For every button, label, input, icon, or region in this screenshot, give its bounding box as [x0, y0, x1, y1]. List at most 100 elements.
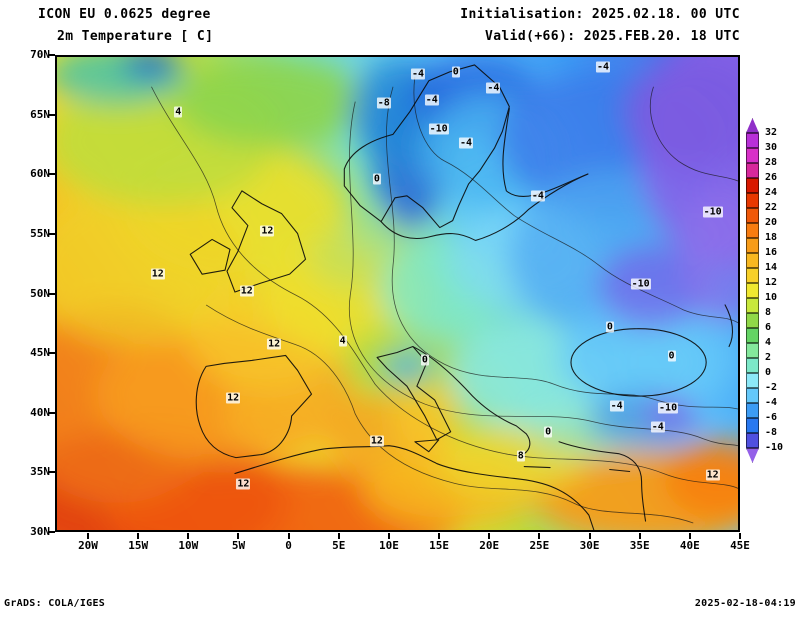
lon-label: 40E: [679, 539, 700, 552]
lat-tick: [48, 471, 55, 474]
colorbar-segment: [746, 328, 759, 343]
lat-label: 70N: [30, 48, 50, 61]
lon-label: 10W: [178, 539, 199, 552]
lon-tick: [87, 533, 89, 539]
lat-tick: [48, 292, 55, 295]
lon-tick: [137, 533, 140, 539]
lon-tick: [387, 533, 390, 539]
colorbar-label: 18: [765, 232, 778, 243]
colorbar-segment: [746, 253, 759, 268]
lon-tick: [488, 533, 491, 539]
creation-timestamp: 2025-02-18-04:19: [694, 598, 796, 609]
lon-tick: [187, 533, 190, 539]
colorbar-segment: [746, 178, 759, 193]
colorbar-label: -2: [765, 382, 778, 393]
colorbar-label: 6: [765, 322, 772, 333]
lon-tick: [688, 533, 691, 539]
lat-label: 65N: [30, 107, 50, 121]
colorbar-segment: [746, 448, 759, 463]
colorbar-segment: [746, 283, 759, 298]
lon-label: 35E: [629, 539, 650, 552]
colorbar-label: 26: [765, 172, 778, 183]
lon-tick: [287, 533, 290, 539]
colorbar-segment: [746, 133, 759, 148]
lon-label: 15W: [128, 539, 149, 552]
lat-tick: [48, 113, 55, 116]
lat-tick: [48, 173, 55, 176]
map-area: [55, 55, 740, 532]
colorbar-segment: [746, 418, 759, 433]
lat-label: 35N: [30, 465, 50, 479]
lat-tick: [48, 352, 55, 355]
lat-tick: [48, 232, 55, 235]
colorbar-label: -6: [765, 412, 778, 423]
lat-label: 50N: [30, 286, 50, 300]
lon-label: 20E: [479, 539, 500, 552]
lat-label: 55N: [30, 226, 50, 240]
colorbar-label: 14: [765, 262, 778, 273]
temperature-field: [57, 57, 738, 530]
lon-tick: [237, 533, 240, 539]
lon-label: 15E: [429, 539, 449, 552]
lon-label: 25E: [529, 539, 550, 552]
colorbar-segment: [746, 433, 759, 448]
lon-tick: [337, 533, 340, 539]
lon-tick: [588, 533, 591, 539]
model-title: ICON EU 0.0625 degree: [38, 7, 211, 22]
colorbar-segment: [746, 268, 759, 283]
colorbar-label: -4: [765, 397, 778, 408]
colorbar-segment: [746, 298, 759, 313]
lon-label: 0: [285, 539, 292, 552]
colorbar-segment: [746, 403, 759, 418]
lon-tick: [438, 533, 441, 539]
lon-tick: [538, 533, 541, 539]
colorbar-label: 4: [765, 337, 772, 348]
colorbar-segment: [746, 148, 759, 163]
lon-label: 10E: [378, 539, 399, 552]
lat-tick: [48, 54, 55, 56]
colorbar-label: -8: [765, 427, 778, 438]
colorbar-segment: [746, 193, 759, 208]
colorbar-segment: [746, 373, 759, 388]
colorbar-segment: [746, 313, 759, 328]
lat-label: 60N: [30, 167, 50, 181]
colorbar-label: 30: [765, 142, 778, 153]
colorbar-segment: [746, 118, 759, 133]
colorbar-segment: [746, 388, 759, 403]
field-title: 2m Temperature [ C]: [57, 29, 214, 44]
valid-time-label: Valid(+66): 2025.FEB.20. 18 UTC: [484, 29, 740, 44]
lat-label: 45N: [30, 346, 50, 360]
grads-credit: GrADS: COLA/IGES: [4, 598, 106, 609]
lon-label: 20W: [78, 539, 98, 552]
lon-label: 5W: [231, 539, 246, 552]
lon-label: 5E: [332, 539, 346, 552]
colorbar-label: 10: [765, 292, 778, 303]
colorbar-label: 20: [765, 217, 778, 228]
colorbar-label: 0: [765, 367, 772, 378]
colorbar-label: 24: [765, 187, 778, 198]
lon-label: 45E: [730, 539, 750, 552]
colorbar-segment: [746, 358, 759, 373]
colorbar-segment: [746, 163, 759, 178]
lon-label: 30E: [579, 539, 600, 552]
colorbar-label: 22: [765, 202, 778, 213]
lat-label: 40N: [30, 405, 50, 419]
lon-tick: [638, 533, 641, 539]
coastlines: [189, 64, 734, 530]
colorbar-label: 8: [765, 307, 772, 318]
colorbar-label: 16: [765, 247, 778, 258]
lon-tick: [739, 533, 741, 539]
init-time-label: Initialisation: 2025.02.18. 00 UTC: [460, 7, 740, 22]
lat-tick: [48, 531, 55, 533]
lat-label: 30N: [30, 525, 50, 538]
lat-tick: [48, 411, 55, 414]
temperature-contour-lines: [151, 76, 738, 524]
colorbar-label: 32: [765, 127, 778, 138]
colorbar-segment: [746, 208, 759, 223]
colorbar-label: 12: [765, 277, 778, 288]
colorbar-label: 28: [765, 157, 778, 168]
colorbar-segment: [746, 343, 759, 358]
colorbar-label: 2: [765, 352, 772, 363]
colorbar-segment: [746, 238, 759, 253]
